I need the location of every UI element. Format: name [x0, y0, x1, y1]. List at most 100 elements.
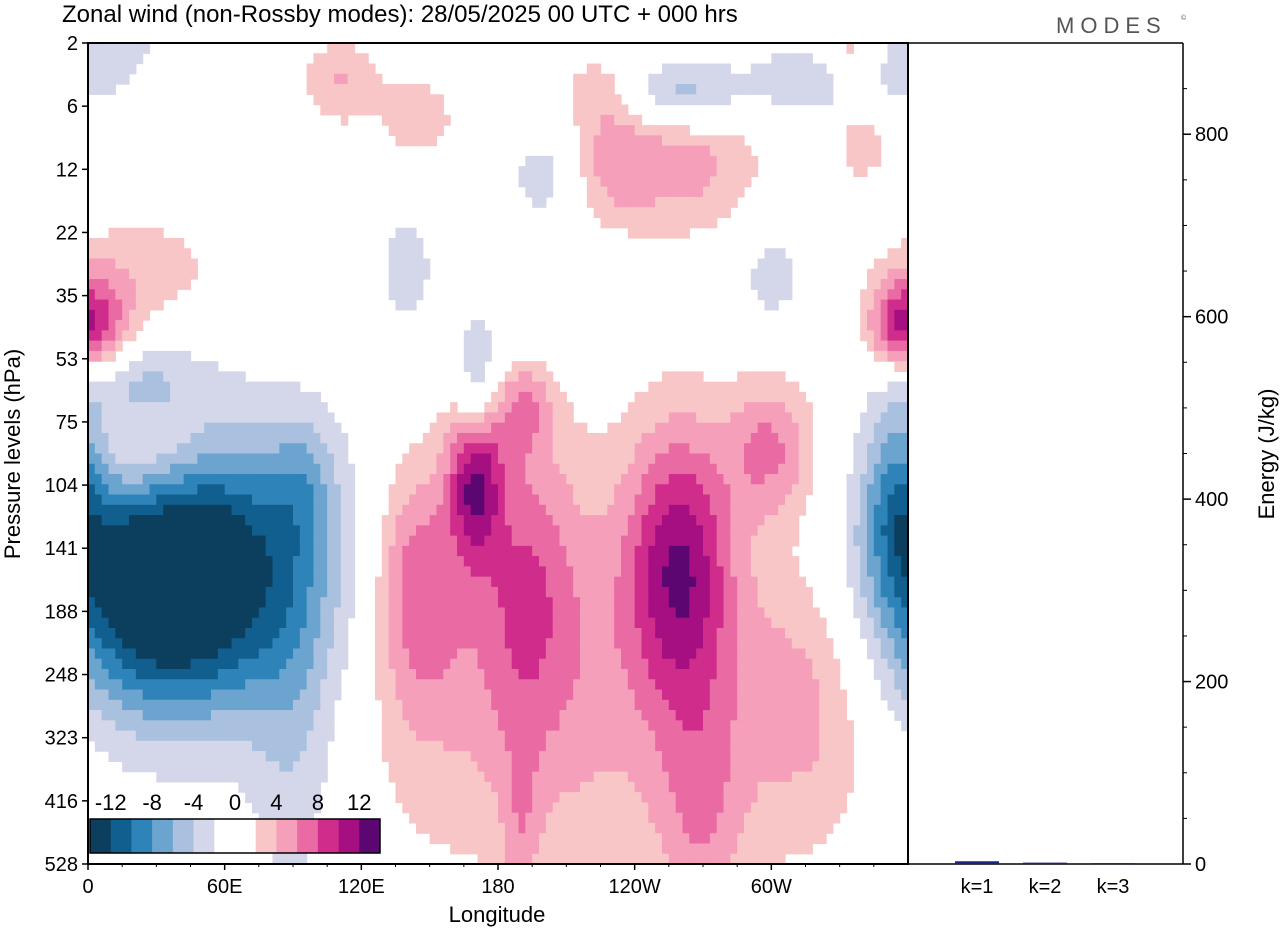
heatmap-cell [696, 658, 704, 670]
heatmap-cell [545, 432, 554, 444]
heatmap-cell [860, 627, 868, 639]
heatmap-cell [744, 84, 752, 95]
heatmap-cell [252, 474, 260, 485]
heatmap-cell [573, 699, 581, 711]
heatmap-cell [286, 658, 294, 670]
heatmap-cell [730, 576, 738, 588]
heatmap-cell [566, 525, 574, 537]
heatmap-cell [470, 710, 479, 721]
heatmap-cell [176, 720, 185, 732]
heatmap-cell [163, 402, 171, 414]
heatmap-cell [532, 586, 540, 598]
heatmap-cell [511, 730, 520, 742]
heatmap-cell [778, 740, 786, 752]
heatmap-cell [778, 627, 786, 639]
heatmap-cell [443, 484, 451, 496]
heatmap-cell [156, 638, 164, 650]
heatmap-cell [525, 463, 533, 475]
heatmap-cell [593, 186, 602, 198]
heatmap-cell [436, 679, 444, 691]
heatmap-cell [682, 627, 690, 639]
heatmap-cell [867, 453, 875, 465]
heatmap-cell [115, 607, 123, 619]
heatmap-cell [634, 545, 643, 557]
heatmap-cell [696, 586, 704, 598]
heatmap-cell [436, 720, 444, 732]
heatmap-cell [299, 720, 308, 732]
heatmap-cell [518, 422, 526, 434]
heatmap-cell [477, 320, 485, 331]
heatmap-cell [634, 125, 643, 136]
heatmap-cell [730, 84, 738, 95]
heatmap-cell [812, 761, 820, 773]
heatmap-cell [101, 638, 110, 650]
heatmap-cell [402, 135, 410, 147]
heatmap-cell [655, 751, 663, 762]
heatmap-cell [101, 402, 110, 414]
heatmap-cell [627, 186, 636, 198]
heatmap-cell [641, 607, 649, 619]
heatmap-cell [238, 443, 246, 455]
heatmap-cell [252, 381, 260, 393]
heatmap-cell [709, 474, 718, 485]
heatmap-cell [586, 135, 595, 147]
heatmap-cell [163, 453, 171, 465]
heatmap-cell [573, 422, 581, 434]
heatmap-cell [552, 720, 561, 732]
heatmap-cell [381, 607, 390, 619]
heatmap-cell [580, 545, 588, 557]
heatmap-cell [299, 597, 308, 609]
heatmap-cell [764, 525, 772, 537]
heatmap-cell [812, 607, 820, 619]
heatmap-cell [142, 730, 151, 742]
heatmap-cell [163, 545, 171, 557]
heatmap-cell [778, 453, 786, 465]
heatmap-cell [320, 535, 328, 547]
heatmap-cell [805, 648, 813, 660]
heatmap-cell [586, 576, 595, 588]
heatmap-cell [463, 432, 472, 444]
heatmap-cell [88, 53, 96, 65]
heatmap-cell [463, 607, 472, 619]
heatmap-cell [238, 463, 246, 475]
heatmap-cell [668, 669, 677, 680]
heatmap-cell [299, 412, 308, 424]
heatmap-cell [703, 186, 711, 198]
heatmap-cell [703, 740, 711, 752]
heatmap-cell [846, 43, 854, 54]
heatmap-cell [737, 474, 745, 485]
heatmap-cell [641, 648, 649, 660]
heatmap-cell [894, 330, 902, 342]
heatmap-cell [566, 453, 574, 465]
heatmap-cell [197, 453, 205, 465]
heatmap-cell [662, 699, 670, 711]
heatmap-cell [135, 627, 144, 639]
heatmap-cell [149, 227, 157, 239]
heatmap-cell [429, 566, 438, 578]
heatmap-cell [135, 525, 144, 537]
heatmap-cell [498, 484, 506, 496]
heatmap-cell [757, 289, 766, 301]
heatmap-cell [395, 268, 403, 280]
heatmap-cell [901, 504, 909, 516]
heatmap-cell [545, 391, 554, 403]
heatmap-cell [334, 43, 342, 54]
heatmap-cell [170, 258, 178, 270]
heatmap-cell [183, 391, 192, 403]
heatmap-cell [607, 432, 615, 444]
heatmap-cell [388, 720, 397, 732]
heatmap-cell [484, 556, 492, 567]
heatmap-cell [586, 453, 595, 465]
heatmap-cell [634, 761, 643, 773]
heatmap-cell [655, 73, 663, 85]
heatmap-cell [395, 771, 403, 783]
heatmap-cell [498, 525, 506, 537]
heatmap-cell [347, 576, 356, 588]
heatmap-cell [614, 494, 622, 506]
heatmap-cell [511, 545, 520, 557]
heatmap-cell [504, 504, 513, 516]
heatmap-cell [791, 474, 800, 485]
heatmap-cell [901, 350, 909, 362]
heatmap-cell [115, 371, 123, 383]
heatmap-cell [217, 515, 226, 526]
